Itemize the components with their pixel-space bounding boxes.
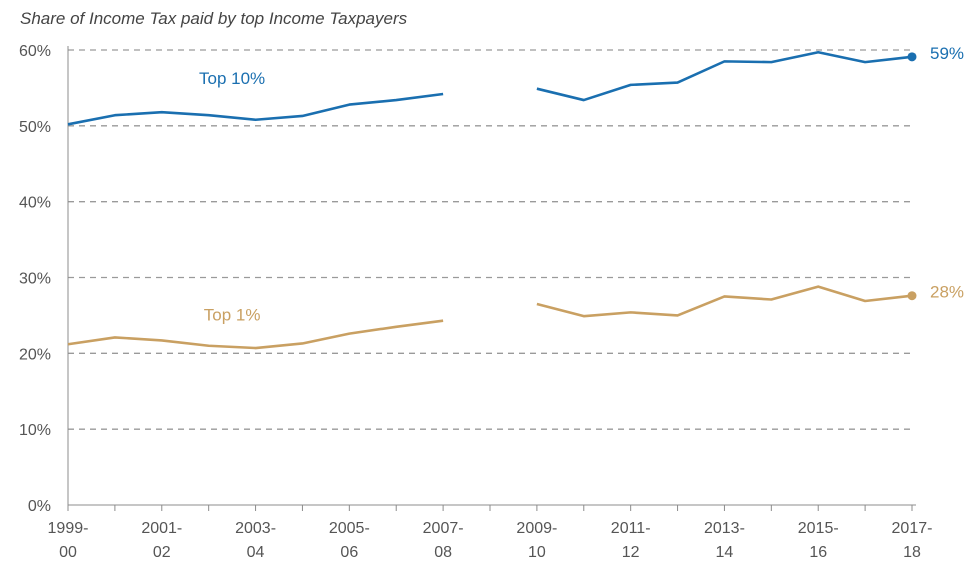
x-tick-label: 2005- — [329, 520, 370, 537]
series-line — [67, 319, 444, 350]
series-line — [536, 50, 913, 102]
x-tick-label: 2001- — [141, 520, 182, 537]
x-tick-label: 2007- — [423, 520, 464, 537]
series-name-label: Top 1% — [204, 306, 261, 325]
end-value-label: 28% — [930, 283, 964, 302]
x-tick-label: 2013- — [704, 520, 745, 537]
x-tick-label: 12 — [622, 544, 640, 561]
x-tick-label: 2015- — [798, 520, 839, 537]
x-tick-label: 2003- — [235, 520, 276, 537]
series-line — [536, 285, 913, 318]
x-tick-label: 18 — [903, 544, 921, 561]
series-name-label: Top 10% — [199, 69, 265, 88]
y-tick-label: 0% — [28, 498, 51, 515]
x-tick-label: 00 — [59, 544, 77, 561]
x-tick-label: 2017- — [892, 520, 933, 537]
x-tick-label: 10 — [528, 544, 546, 561]
gridlines — [68, 49, 912, 430]
end-point-marker — [907, 291, 917, 301]
axes — [67, 46, 916, 511]
series-line — [67, 92, 444, 126]
y-tick-label: 50% — [19, 119, 51, 136]
end-value-label: 59% — [930, 44, 964, 63]
y-tick-label: 60% — [19, 43, 51, 60]
y-tick-label: 40% — [19, 195, 51, 212]
series-lines — [67, 50, 917, 350]
x-tick-label: 06 — [340, 544, 358, 561]
x-tick-label: 14 — [716, 544, 734, 561]
x-tick-label: 16 — [809, 544, 827, 561]
x-tick-label: 08 — [434, 544, 452, 561]
x-tick-label: 1999- — [48, 520, 89, 537]
chart-title: Share of Income Tax paid by top Income T… — [20, 9, 408, 28]
x-tick-label: 2011- — [611, 520, 651, 537]
y-tick-label: 20% — [19, 346, 51, 363]
labels: 0% 10% 20% 30% 40% 50% 60% 1999- 00 2001- 02 2003- 0… — [19, 43, 964, 561]
y-tick-label: 30% — [19, 271, 51, 288]
y-tick-label: 10% — [19, 422, 51, 439]
end-point-marker — [907, 52, 917, 62]
x-tick-label: 02 — [153, 544, 171, 561]
x-tick-label: 2009- — [516, 520, 557, 537]
x-tick-label: 04 — [247, 544, 265, 561]
